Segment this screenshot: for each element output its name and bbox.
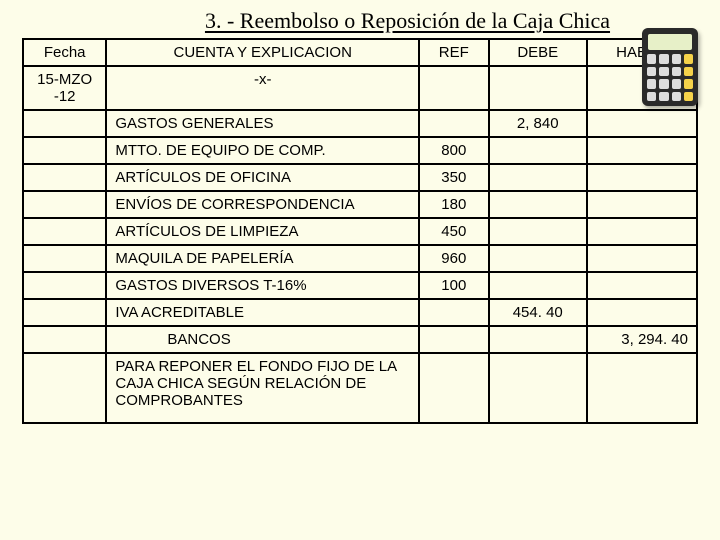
cell-cuenta: ARTÍCULOS DE OFICINA — [106, 164, 419, 191]
cell-debe — [489, 353, 587, 423]
cell-cuenta: GASTOS GENERALES — [106, 110, 419, 137]
cell-haber — [587, 164, 697, 191]
cell-haber — [587, 137, 697, 164]
cell-debe — [489, 66, 587, 110]
table-header-row: Fecha CUENTA Y EXPLICACION REF DEBE HABE… — [23, 39, 697, 66]
cell-cuenta: PARA REPONER EL FONDO FIJO DE LA CAJA CH… — [106, 353, 419, 423]
col-ref: REF — [419, 39, 488, 66]
cell-debe — [489, 164, 587, 191]
cell-debe — [489, 191, 587, 218]
col-cuenta: CUENTA Y EXPLICACION — [106, 39, 419, 66]
table-row: MAQUILA DE PAPELERÍA960 — [23, 245, 697, 272]
cell-fecha — [23, 326, 106, 353]
cell-cuenta: -x- — [106, 66, 419, 110]
cell-ref: 180 — [419, 191, 488, 218]
table-row: ARTÍCULOS DE OFICINA350 — [23, 164, 697, 191]
cell-ref — [419, 66, 488, 110]
journal-table: Fecha CUENTA Y EXPLICACION REF DEBE HABE… — [22, 38, 698, 424]
table-row: IVA ACREDITABLE 454. 40 — [23, 299, 697, 326]
cell-haber — [587, 218, 697, 245]
cell-fecha — [23, 110, 106, 137]
cell-debe: 454. 40 — [489, 299, 587, 326]
cell-haber — [587, 353, 697, 423]
table-row: GASTOS DIVERSOS T-16%100 — [23, 272, 697, 299]
cell-ref — [419, 326, 488, 353]
cell-ref: 960 — [419, 245, 488, 272]
table-row: GASTOS GENERALES 2, 840 — [23, 110, 697, 137]
cell-ref: 350 — [419, 164, 488, 191]
cell-fecha — [23, 299, 106, 326]
col-debe: DEBE — [489, 39, 587, 66]
cell-cuenta: BANCOS — [106, 326, 419, 353]
table-row: 15-MZO -12-x- — [23, 66, 697, 110]
cell-fecha: 15-MZO -12 — [23, 66, 106, 110]
cell-fecha — [23, 353, 106, 423]
cell-fecha — [23, 245, 106, 272]
cell-cuenta: MAQUILA DE PAPELERÍA — [106, 245, 419, 272]
cell-debe — [489, 272, 587, 299]
cell-ref: 450 — [419, 218, 488, 245]
calculator-icon — [642, 28, 698, 106]
table-row: ARTÍCULOS DE LIMPIEZA450 — [23, 218, 697, 245]
table-row: MTTO. DE EQUIPO DE COMP.800 — [23, 137, 697, 164]
cell-fecha — [23, 218, 106, 245]
cell-cuenta: MTTO. DE EQUIPO DE COMP. — [106, 137, 419, 164]
cell-ref — [419, 353, 488, 423]
cell-debe — [489, 218, 587, 245]
page-title: 3. - Reembolso o Reposición de la Caja C… — [0, 0, 720, 38]
cell-ref — [419, 299, 488, 326]
cell-debe: 2, 840 — [489, 110, 587, 137]
cell-ref: 100 — [419, 272, 488, 299]
cell-debe — [489, 137, 587, 164]
cell-haber — [587, 110, 697, 137]
table-row: PARA REPONER EL FONDO FIJO DE LA CAJA CH… — [23, 353, 697, 423]
cell-cuenta: IVA ACREDITABLE — [106, 299, 419, 326]
cell-debe — [489, 245, 587, 272]
cell-fecha — [23, 137, 106, 164]
cell-ref: 800 — [419, 137, 488, 164]
table-row: ENVÍOS DE CORRESPONDENCIA180 — [23, 191, 697, 218]
cell-haber — [587, 191, 697, 218]
cell-fecha — [23, 191, 106, 218]
cell-cuenta: GASTOS DIVERSOS T-16% — [106, 272, 419, 299]
cell-haber — [587, 272, 697, 299]
cell-haber — [587, 245, 697, 272]
cell-fecha — [23, 164, 106, 191]
cell-cuenta: ARTÍCULOS DE LIMPIEZA — [106, 218, 419, 245]
cell-cuenta: ENVÍOS DE CORRESPONDENCIA — [106, 191, 419, 218]
cell-fecha — [23, 272, 106, 299]
cell-haber — [587, 299, 697, 326]
cell-debe — [489, 326, 587, 353]
table-row: BANCOS 3, 294. 40 — [23, 326, 697, 353]
cell-ref — [419, 110, 488, 137]
col-fecha: Fecha — [23, 39, 106, 66]
cell-haber: 3, 294. 40 — [587, 326, 697, 353]
